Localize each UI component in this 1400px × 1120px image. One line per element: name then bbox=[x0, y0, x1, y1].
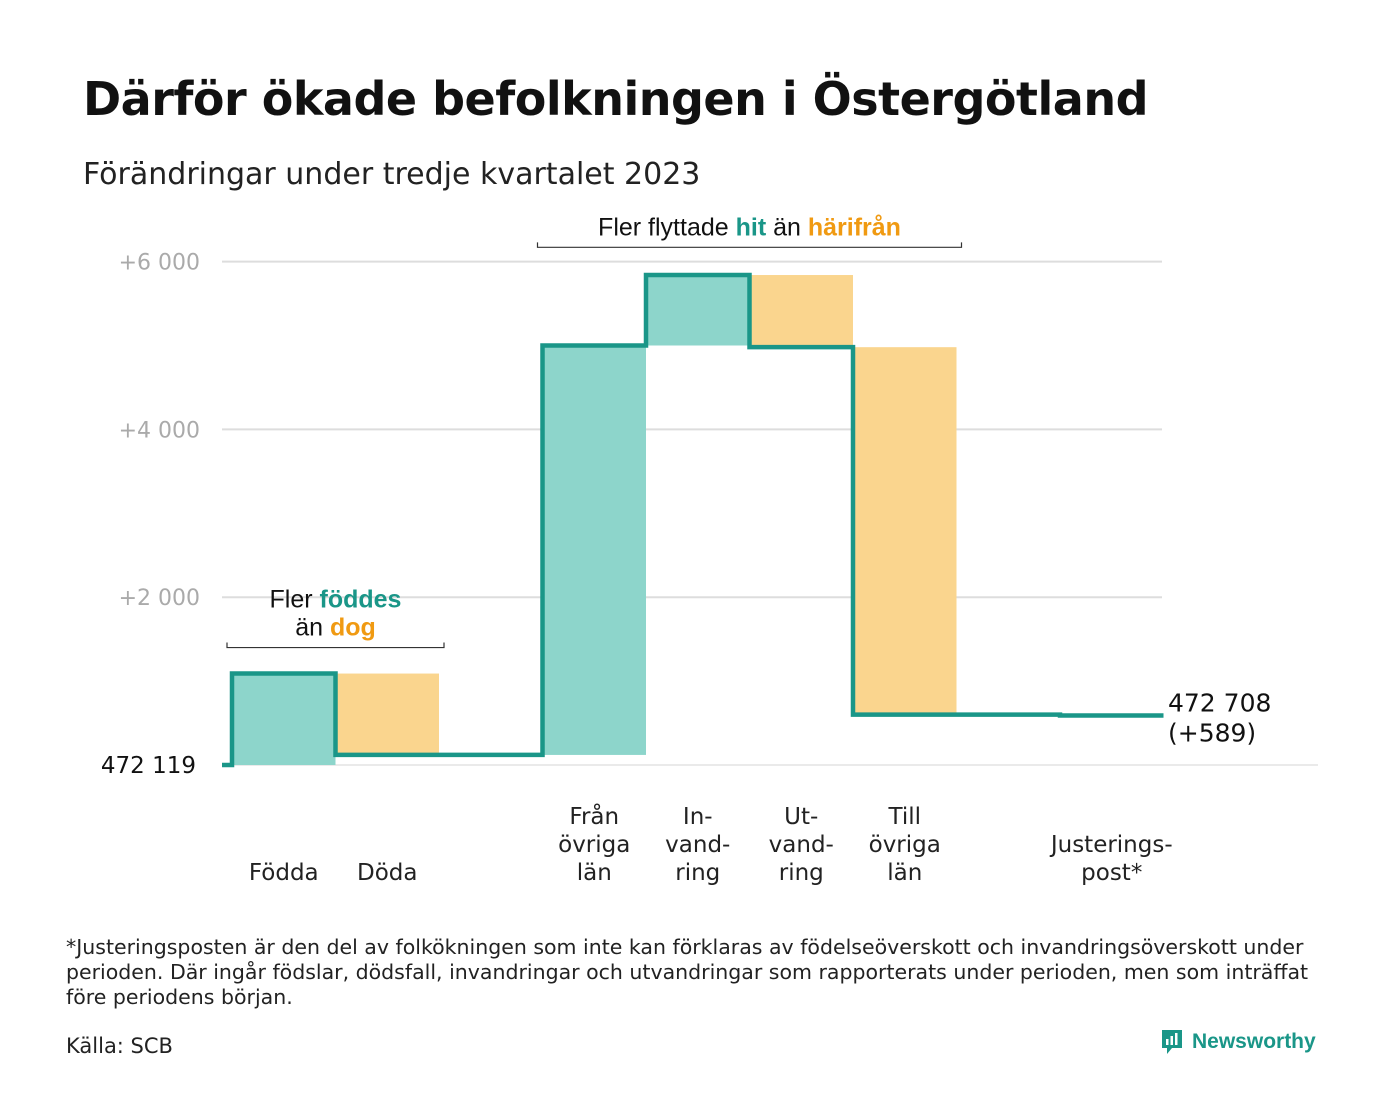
annotation-bracket bbox=[226, 642, 445, 649]
waterfall-bar bbox=[232, 673, 336, 765]
annotation-text: än dog bbox=[295, 614, 376, 642]
y-tick-label: +2 000 bbox=[119, 586, 200, 611]
annotation-text: Fler flyttade hit än härifrån bbox=[598, 213, 901, 241]
waterfall-bar bbox=[542, 345, 646, 755]
annotation-bracket bbox=[536, 242, 963, 248]
waterfall-bar bbox=[646, 275, 750, 346]
category-label: In- bbox=[683, 804, 713, 830]
category-label: län bbox=[887, 860, 922, 886]
annotation-text: Fler föddes bbox=[270, 586, 402, 614]
brand-name: Newsworthy bbox=[1192, 1030, 1316, 1053]
category-label: vand- bbox=[769, 832, 834, 858]
category-label: Födda bbox=[249, 860, 319, 886]
category-label: Till bbox=[887, 804, 921, 830]
category-label: Döda bbox=[357, 860, 417, 886]
y-tick-label: +6 000 bbox=[119, 251, 200, 276]
category-label: ring bbox=[675, 860, 720, 886]
newsworthy-logo-icon bbox=[1162, 1030, 1182, 1054]
annotation-segment: föddes bbox=[320, 586, 402, 614]
category-label: post* bbox=[1081, 860, 1142, 886]
category-label: vand- bbox=[665, 832, 730, 858]
chart-title: Därför ökade befolkningen i Östergötland bbox=[83, 72, 1149, 126]
annotation-segment: härifrån bbox=[808, 213, 901, 241]
waterfall-bar bbox=[749, 275, 853, 348]
annotation-segment: än bbox=[766, 213, 808, 241]
category-label: övriga bbox=[869, 832, 941, 858]
waterfall-bar bbox=[853, 347, 957, 715]
chart-subtitle: Förändringar under tredje kvartalet 2023 bbox=[83, 157, 701, 192]
waterfall-bar bbox=[335, 673, 439, 755]
footnote: *Justeringsposten är den del av folkökni… bbox=[66, 935, 1309, 1009]
source-note: Källa: SCB bbox=[66, 1034, 173, 1058]
baseline-label: 472 119 bbox=[101, 753, 196, 779]
annotation-segment: än bbox=[295, 614, 330, 642]
running-total-line bbox=[222, 272, 1164, 768]
end-total-label: (+589) bbox=[1168, 718, 1256, 747]
y-tick-label: +4 000 bbox=[119, 418, 200, 443]
category-label: ring bbox=[779, 860, 824, 886]
category-label: Ut- bbox=[784, 804, 818, 830]
category-label: län bbox=[577, 860, 612, 886]
annotation-segment: hit bbox=[736, 213, 767, 241]
category-label: övriga bbox=[558, 832, 630, 858]
annotation-segment: Fler flyttade bbox=[598, 213, 736, 241]
annotation-segment: Fler bbox=[270, 586, 320, 614]
end-total-label: 472 708 bbox=[1168, 688, 1271, 717]
annotation-segment: dog bbox=[330, 614, 376, 642]
category-label: Justerings- bbox=[1049, 832, 1173, 858]
brand-logo: Newsworthy bbox=[1160, 1028, 1316, 1056]
category-label: Från bbox=[569, 802, 619, 830]
